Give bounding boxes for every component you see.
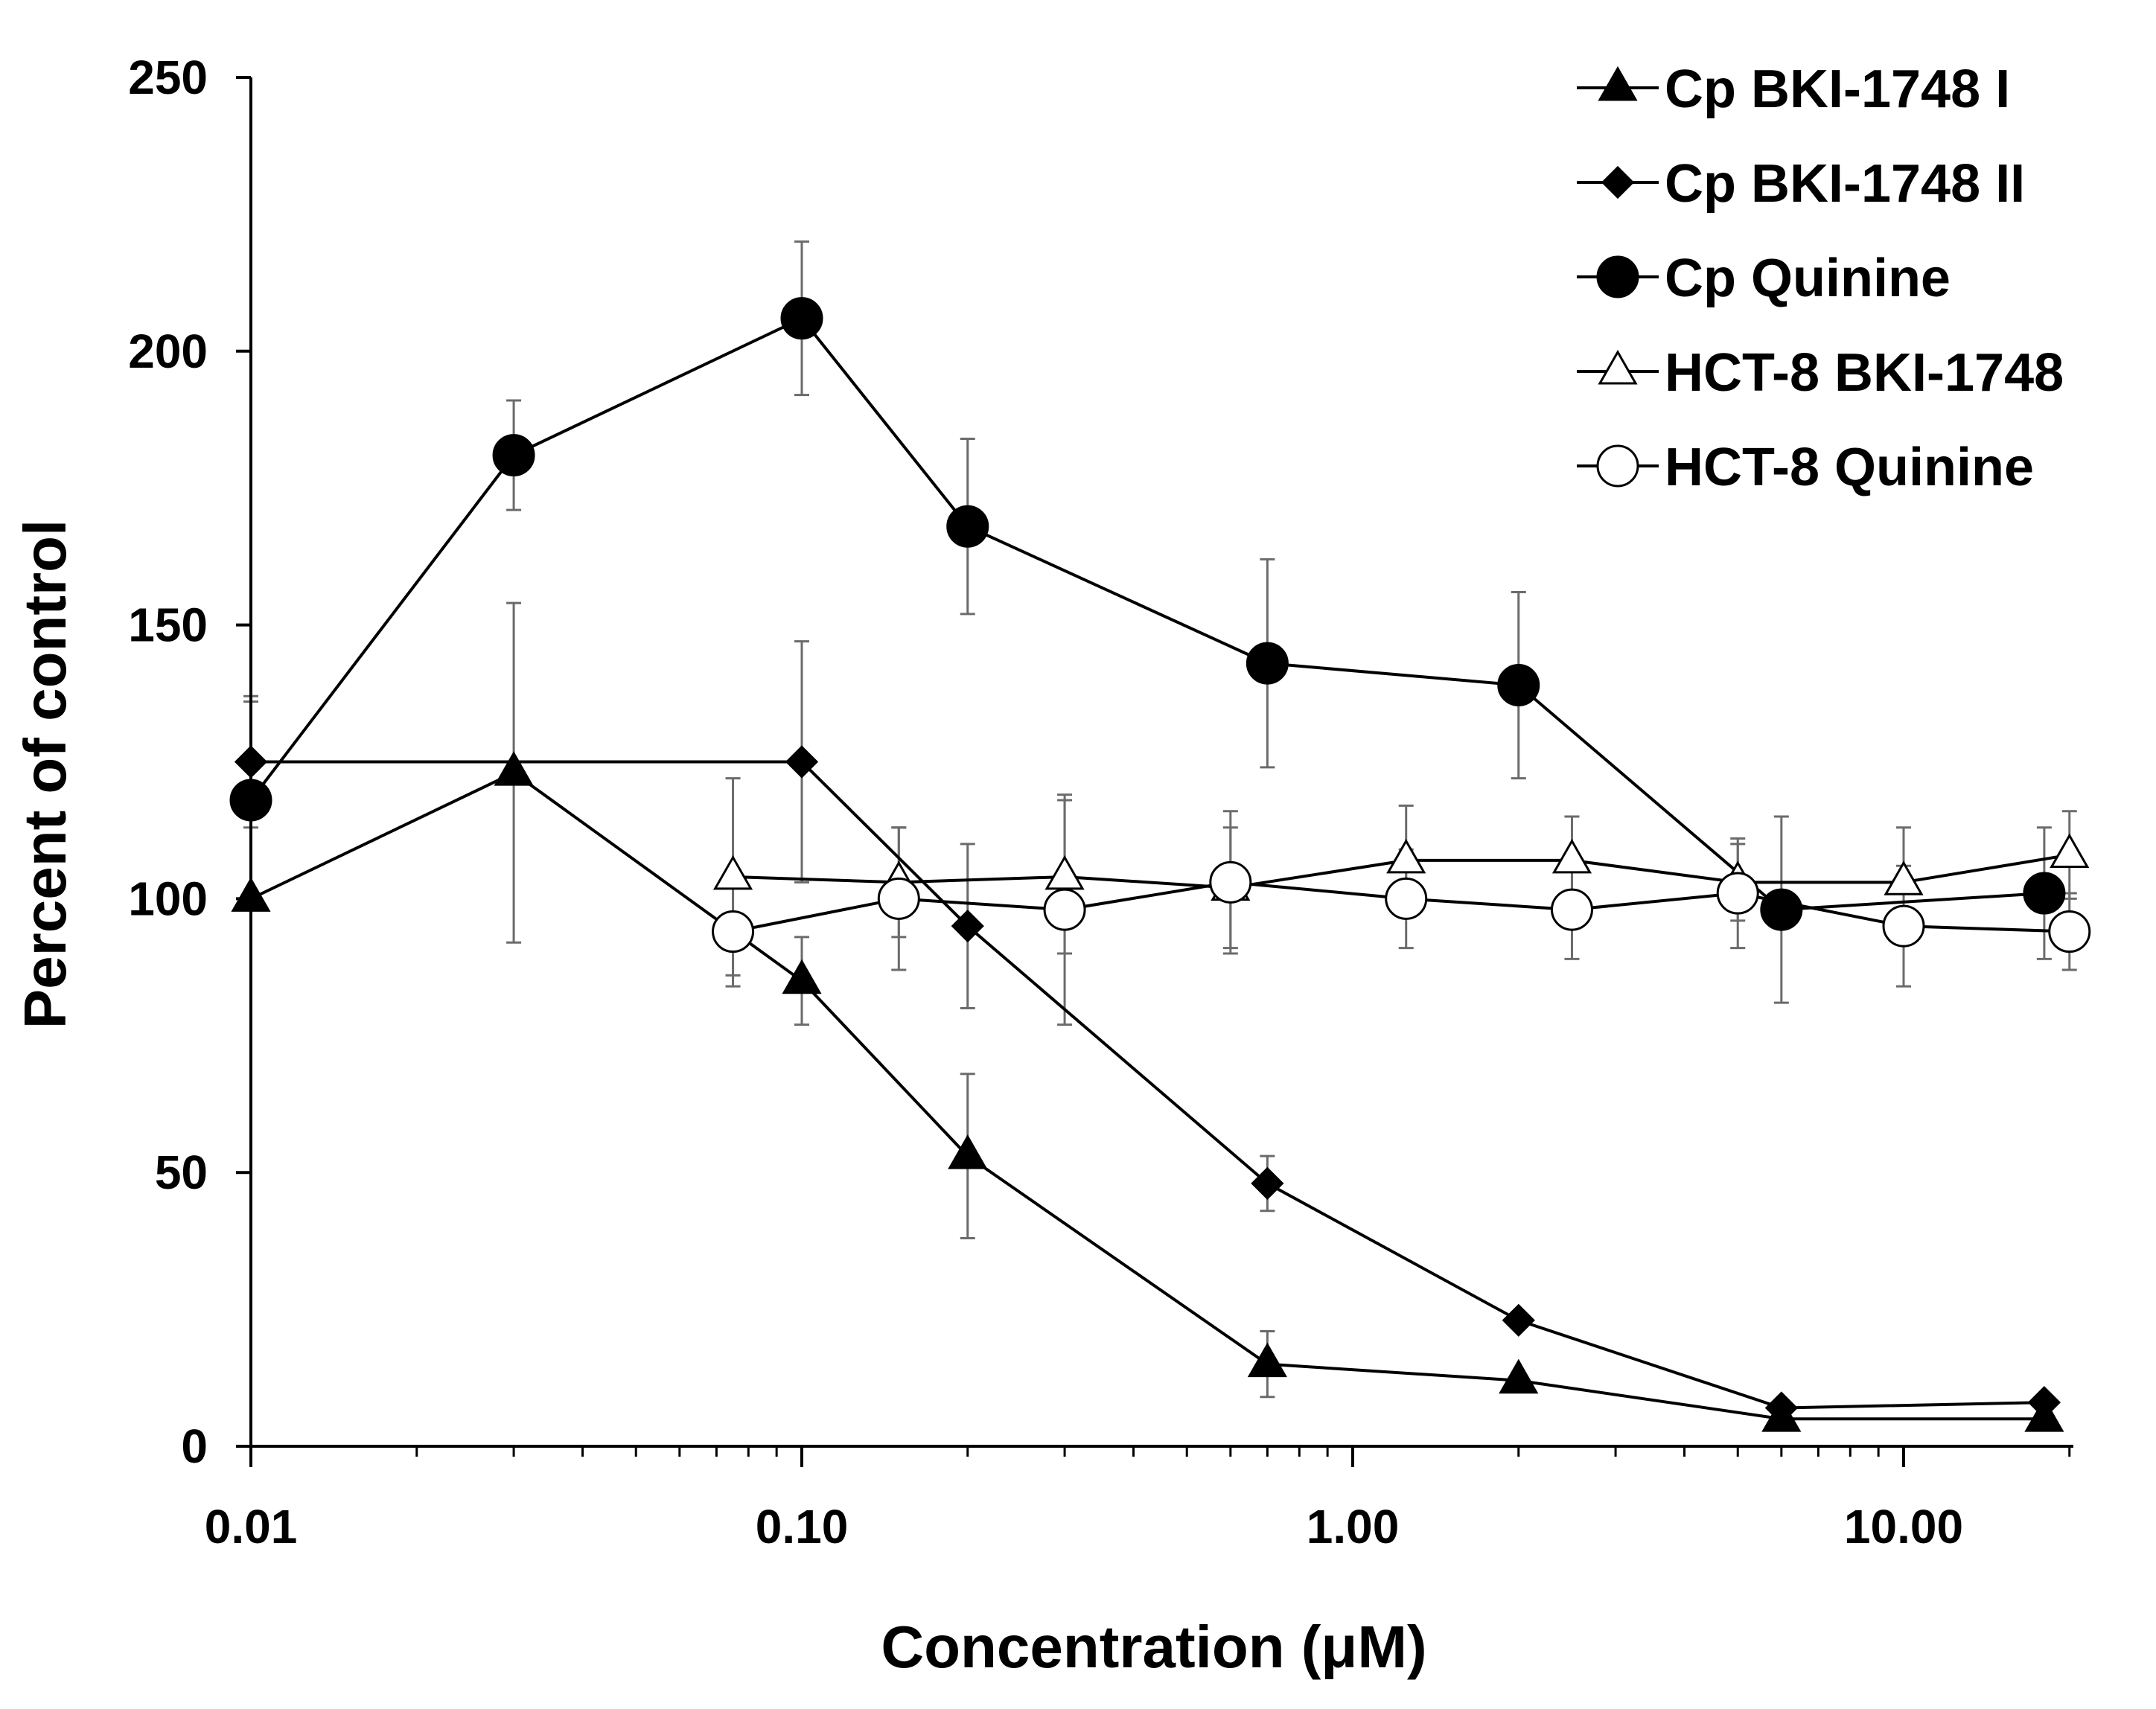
point-hct-8-quinine [712, 910, 755, 953]
point-cp-quinine [1497, 664, 1540, 707]
y-tick-label: 150 [128, 598, 208, 652]
point-hct-8-quinine [1043, 888, 1086, 931]
legend-label-cp-bki-1748-i: Cp BKI-1748 I [1665, 60, 2010, 119]
y-tick-label: 0 [181, 1419, 208, 1473]
point-cp-bki-1748-i [782, 959, 822, 994]
x-tick-label: 1.00 [1307, 1500, 1400, 1553]
point-cp-bki-1748-i [1247, 1342, 1287, 1378]
point-cp-quinine [2023, 872, 2066, 915]
point-hct-8-quinine [1385, 877, 1428, 920]
y-tick-label: 250 [128, 51, 208, 104]
legend-label-cp-bki-1748-ii: Cp BKI-1748 II [1665, 154, 2025, 214]
point-hct-8-quinine [1550, 888, 1593, 931]
point-hct-8-bki-1748 [712, 854, 753, 890]
legend-label-hct-8-bki-1748: HCT-8 BKI-1748 [1665, 343, 2064, 403]
point-hct-8-quinine [877, 877, 920, 920]
point-cp-quinine [1760, 888, 1803, 931]
y-tick-label: 50 [155, 1146, 208, 1199]
point-cp-bki-1748-i [231, 877, 271, 912]
x-tick-label: 0.01 [205, 1500, 298, 1553]
legend: Cp BKI-1748 I Cp BKI-1748 II Cp Quinine HCT… [1577, 60, 2064, 497]
point-hct-8-quinine [1209, 860, 1252, 904]
point-cp-bki-1748-ii [234, 745, 268, 779]
point-cp-bki-1748-i [1499, 1358, 1539, 1394]
point-cp-quinine [1246, 642, 1289, 685]
point-cp-bki-1748-ii [1502, 1303, 1535, 1337]
point-cp-quinine [492, 434, 535, 477]
legend-marker-cp-bki-1748-ii [1601, 165, 1635, 199]
point-cp-bki-1748-ii [2027, 1386, 2061, 1419]
point-cp-bki-1748-i [494, 751, 534, 786]
y-tick-label: 100 [128, 872, 208, 925]
point-hct-8-quinine [1716, 872, 1759, 915]
legend-label-cp-quinine: Cp Quinine [1665, 249, 1951, 308]
point-cp-bki-1748-ii [785, 745, 819, 779]
point-cp-bki-1748-ii [951, 910, 984, 943]
y-axis-title: Percent of control [12, 520, 78, 1029]
point-cp-bki-1748-i [948, 1134, 988, 1169]
series-line-cp-bki-1748-i [250, 771, 2044, 1421]
legend-marker-cp-quinine [1596, 255, 1639, 298]
legend-marker-cp-bki-1748-i [1598, 66, 1638, 101]
point-cp-quinine [229, 779, 272, 822]
point-hct-8-bki-1748 [1386, 838, 1426, 874]
legend-label-hct-8-quinine: HCT-8 Quinine [1665, 438, 2034, 497]
point-cp-bki-1748-ii [1251, 1166, 1284, 1201]
x-axis-title: Concentration (μM) [881, 1614, 1426, 1680]
point-cp-bki-1748-ii [1764, 1391, 1798, 1425]
x-tick-label: 0.10 [756, 1500, 849, 1553]
point-hct-8-bki-1748 [1551, 838, 1592, 874]
x-tick-label: 10.00 [1844, 1500, 1963, 1553]
point-hct-8-bki-1748 [2050, 833, 2090, 869]
point-hct-8-bki-1748 [1884, 860, 1924, 895]
series-markers [229, 297, 2091, 1432]
point-hct-8-quinine [2048, 910, 2091, 953]
point-cp-quinine [946, 505, 989, 548]
legend-marker-hct-8-quinine [1596, 444, 1639, 488]
point-hct-8-quinine [1882, 904, 1925, 948]
tick-labels: 0 50 100 150 200 250 0.01 0.10 1.00 10.00 [128, 51, 1963, 1553]
legend-marker-hct-8-bki-1748 [1598, 349, 1638, 385]
y-tick-label: 200 [128, 325, 208, 378]
point-cp-quinine [780, 297, 823, 340]
